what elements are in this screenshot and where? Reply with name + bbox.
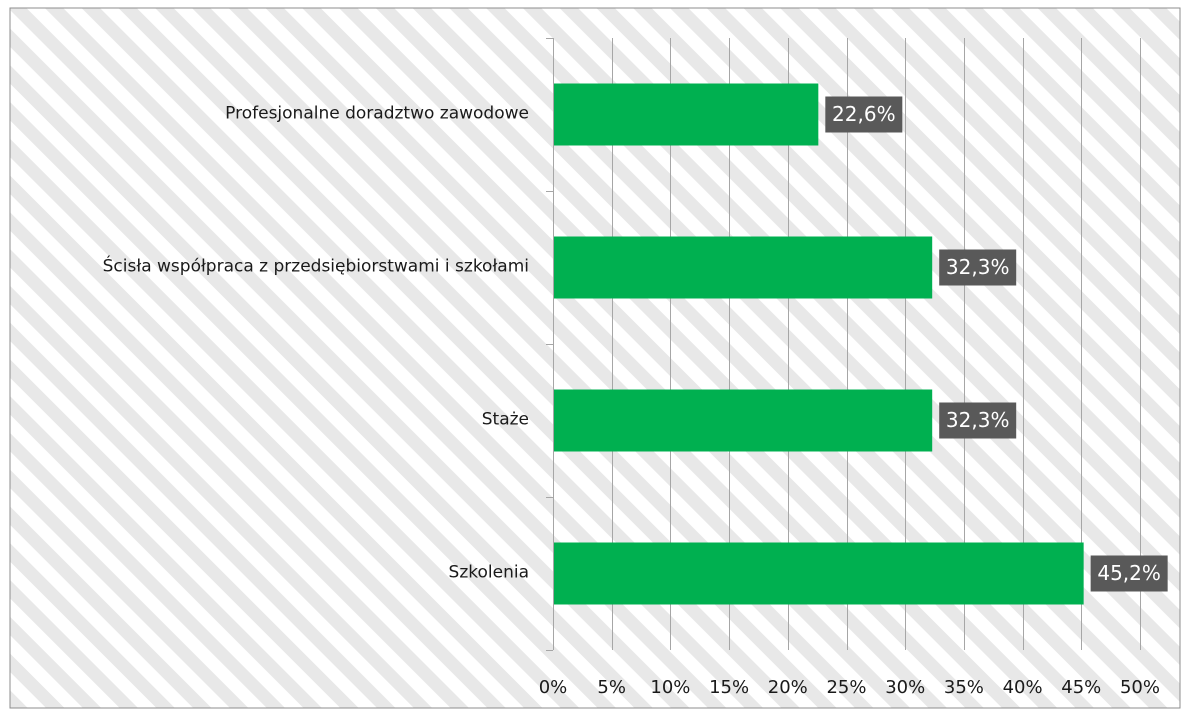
category-label: Profesjonalne doradztwo zawodowe bbox=[225, 104, 529, 124]
data-label: 32,3% bbox=[946, 255, 1010, 279]
bar bbox=[554, 542, 1084, 605]
category-label: Szkolenia bbox=[449, 563, 529, 583]
data-label-box bbox=[939, 249, 1017, 286]
data-label: 45,2% bbox=[1097, 561, 1161, 585]
x-tick-label: 40% bbox=[1003, 677, 1043, 698]
category-label: Staże bbox=[482, 410, 529, 430]
data-label-box bbox=[1090, 555, 1168, 592]
bar bbox=[554, 236, 933, 299]
bars bbox=[554, 83, 1084, 605]
data-label: 32,3% bbox=[946, 408, 1010, 432]
data-label-box bbox=[939, 402, 1017, 439]
x-tick-label: 5% bbox=[597, 677, 626, 698]
x-tick-label: 0% bbox=[539, 677, 568, 698]
x-tick-label: 15% bbox=[709, 677, 749, 698]
x-tick-label: 30% bbox=[885, 677, 925, 698]
bar bbox=[554, 389, 933, 452]
data-labels: 22,6% 32,3% 32,3% 45,2% bbox=[825, 96, 1168, 592]
data-label: 22,6% bbox=[832, 102, 896, 126]
x-tick-label: 50% bbox=[1120, 677, 1160, 698]
data-label-box bbox=[825, 96, 903, 133]
x-tick-label: 10% bbox=[650, 677, 690, 698]
category-labels: Profesjonalne doradztwo zawodowe Ścisła w… bbox=[103, 104, 529, 583]
bar bbox=[554, 83, 819, 146]
category-label: Ścisła współpraca z przedsiębiorstwami i… bbox=[103, 255, 529, 277]
x-tick-label: 35% bbox=[944, 677, 984, 698]
chart-frame bbox=[9, 7, 1181, 709]
x-tick-label: 20% bbox=[768, 677, 808, 698]
x-tick-labels: 0% 5% 10% 15% 20% 25% 30% 35% 40% 45% 50% bbox=[539, 677, 1160, 698]
x-tick-label: 25% bbox=[826, 677, 866, 698]
x-tick-label: 45% bbox=[1061, 677, 1101, 698]
category-axis bbox=[546, 38, 554, 651]
